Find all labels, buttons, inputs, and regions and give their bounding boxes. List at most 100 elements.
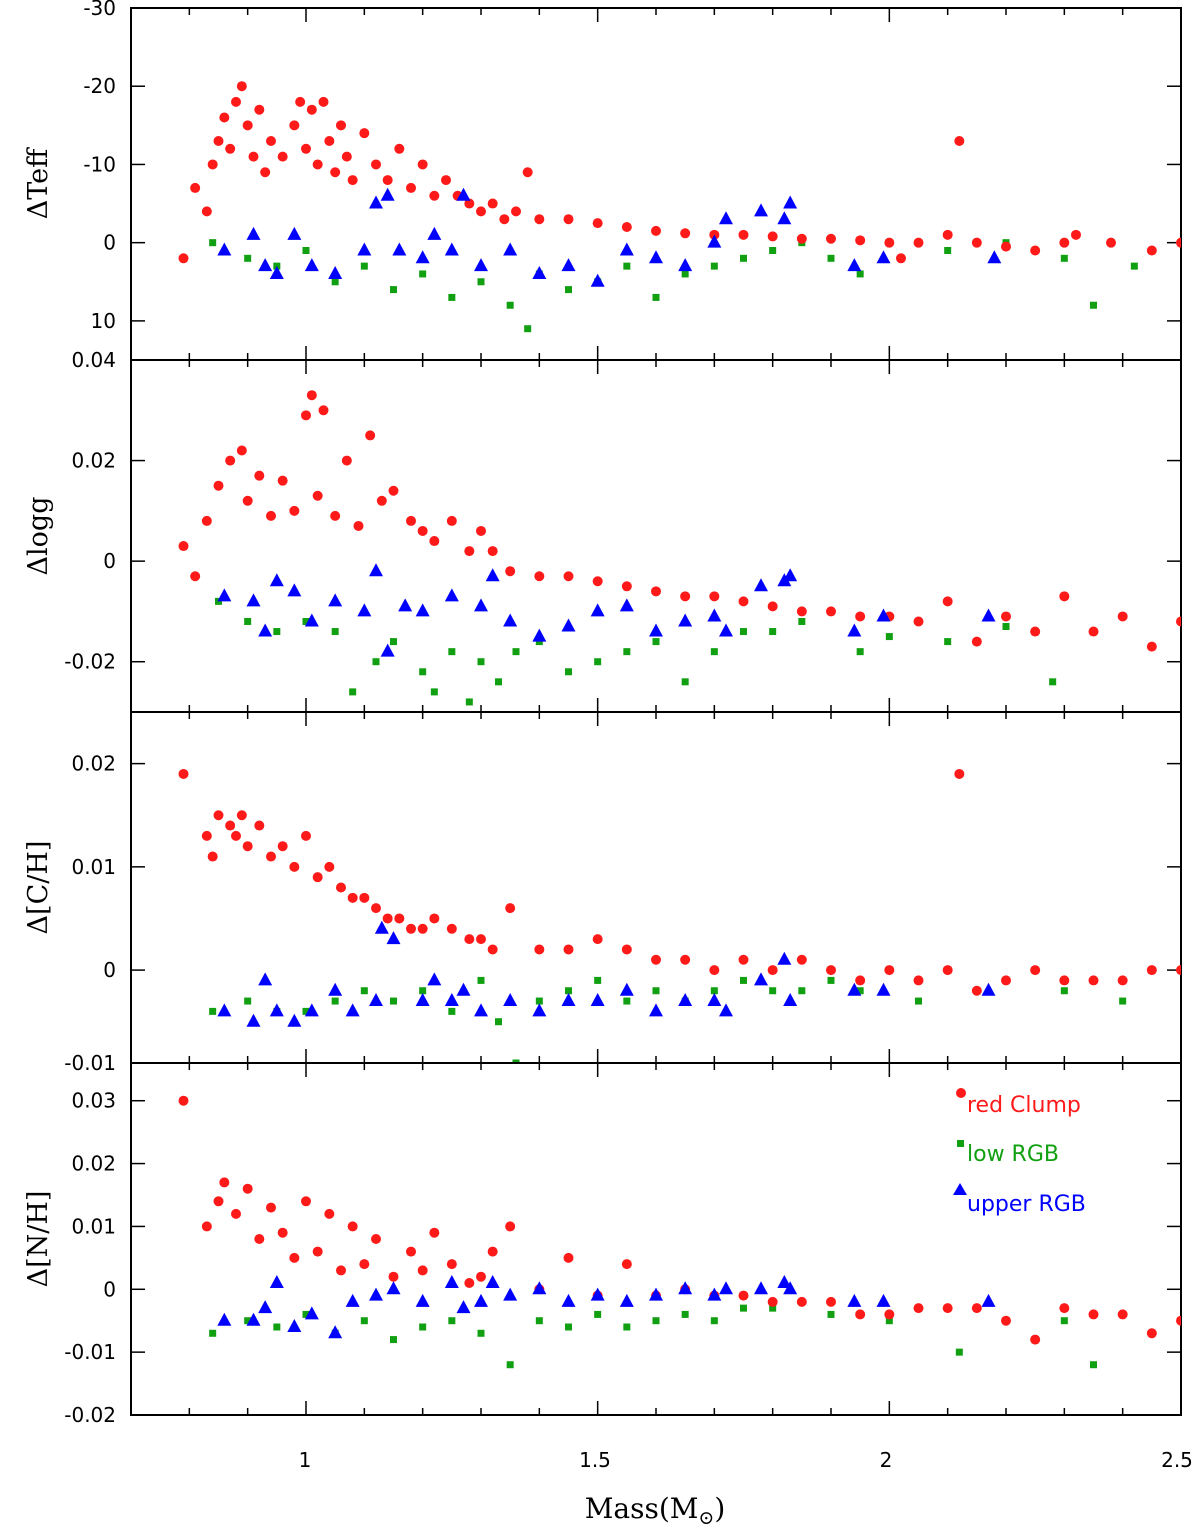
upper-rgb-point xyxy=(981,982,996,996)
red-clump-point xyxy=(1001,611,1011,622)
x-axis: 1 1.5 2 2.5 Mass(M⊙) xyxy=(299,1448,1193,1529)
upper-rgb-point xyxy=(590,603,605,617)
red-clump-point xyxy=(651,954,661,965)
red-clump-point xyxy=(511,206,521,217)
upper-rgb-point xyxy=(876,608,891,622)
red-clump-point xyxy=(476,934,486,945)
red-clump-point xyxy=(1088,1309,1099,1320)
red-clump-point xyxy=(1030,626,1041,637)
red-clump-point xyxy=(563,944,574,955)
red-clump-point xyxy=(826,606,836,617)
red-clump-point xyxy=(913,616,924,627)
upper-rgb-point xyxy=(649,1287,663,1301)
red-clump-point xyxy=(231,96,241,107)
legend-upper-rgb-marker xyxy=(953,1183,967,1195)
red-clump-point xyxy=(1176,237,1181,248)
red-clump-point xyxy=(359,892,370,903)
upper-rgb-point xyxy=(707,608,722,622)
red-clump-point xyxy=(855,1309,866,1320)
red-clump-point xyxy=(429,913,440,924)
red-clump-point xyxy=(353,520,364,531)
upper-rgb-point xyxy=(474,1293,488,1307)
low-rgb-point xyxy=(565,286,572,294)
upper-rgb-point xyxy=(398,598,413,612)
red-clump-point xyxy=(855,975,866,986)
upper-rgb-point xyxy=(719,211,733,225)
low-rgb-point xyxy=(244,997,252,1005)
y-tick-label: 0.04 xyxy=(71,348,116,372)
upper-rgb-point xyxy=(561,1293,576,1307)
low-rgb-point xyxy=(302,246,310,254)
y-tick-label: 0.02 xyxy=(71,1152,116,1176)
red-clump-point xyxy=(738,229,749,240)
upper-rgb-point xyxy=(590,273,605,287)
low-rgb-point xyxy=(302,1310,310,1318)
low-rgb-point xyxy=(769,1304,777,1312)
red-clump-point xyxy=(417,923,428,934)
red-clump-point xyxy=(680,591,691,602)
y-tick-label: -10 xyxy=(83,152,116,176)
low-rgb-point xyxy=(360,1317,368,1325)
upper-rgb-point xyxy=(269,265,284,279)
low-rgb-point xyxy=(1119,997,1127,1005)
legend-low-rgb-marker xyxy=(957,1140,964,1147)
upper-rgb-point xyxy=(754,578,768,592)
red-clump-point xyxy=(1146,245,1157,256)
low-rgb-point xyxy=(740,1304,747,1312)
red-clump-point xyxy=(341,151,352,162)
red-clump-point xyxy=(260,167,271,178)
red-clump-point xyxy=(1146,1328,1157,1339)
red-clump-point xyxy=(505,1221,516,1232)
red-clump-point xyxy=(738,596,749,607)
red-clump-point xyxy=(971,1303,982,1314)
red-clump-point xyxy=(242,120,253,131)
upper-rgb-point xyxy=(847,623,862,637)
low-rgb-point xyxy=(827,254,835,262)
red-clump-point xyxy=(796,1296,807,1307)
low-rgb-point xyxy=(565,1323,572,1331)
low-rgb-point xyxy=(885,1317,893,1325)
low-rgb-point xyxy=(827,976,835,984)
upper-rgb-point xyxy=(369,195,383,209)
red-clump-point xyxy=(388,1271,399,1282)
low-rgb-point xyxy=(944,638,952,646)
red-clump-point xyxy=(394,143,405,154)
upper-rgb-point xyxy=(217,1003,232,1017)
red-clump-point xyxy=(371,1234,381,1244)
low-rgb-point xyxy=(360,262,368,270)
upper-rgb-point xyxy=(392,242,407,256)
low-rgb-point xyxy=(594,658,602,666)
upper-rgb-point xyxy=(777,951,792,965)
red-clump-point xyxy=(231,1208,241,1219)
upper-rgb-point xyxy=(783,993,798,1007)
upper-rgb-point xyxy=(217,588,232,602)
red-clump-point xyxy=(826,233,836,244)
red-clump-point xyxy=(896,253,906,264)
low-rgb-point xyxy=(1130,262,1138,270)
y-tick-label: 10 xyxy=(91,309,116,333)
upper-rgb-point xyxy=(619,982,634,996)
low-rgb-point xyxy=(856,270,864,278)
low-rgb-point xyxy=(740,254,747,262)
upper-rgb-point xyxy=(369,993,383,1007)
red-clump-point xyxy=(324,1208,335,1219)
red-clump-point xyxy=(1088,975,1099,986)
red-clump-point xyxy=(476,206,486,217)
legend-red-clump-label: red Clump xyxy=(967,1093,1081,1118)
low-rgb-point xyxy=(535,638,543,646)
red-clump-point xyxy=(487,1246,498,1257)
red-clump-point xyxy=(312,159,323,170)
red-clump-point xyxy=(225,455,236,466)
upper-rgb-point xyxy=(754,203,768,217)
legend-red-clump-marker xyxy=(956,1088,966,1098)
red-clump-point xyxy=(476,525,486,536)
red-clump-point xyxy=(1071,229,1081,240)
low-rgb-point xyxy=(495,1018,502,1026)
red-clump-point xyxy=(417,525,428,536)
red-clump-point xyxy=(464,934,475,945)
y-tick-label: 0.03 xyxy=(71,1089,116,1113)
upper-rgb-point xyxy=(369,563,383,577)
red-clump-point xyxy=(709,965,720,976)
red-clump-point xyxy=(371,903,381,914)
x-tick-label-2-5: 2.5 xyxy=(1161,1448,1193,1472)
